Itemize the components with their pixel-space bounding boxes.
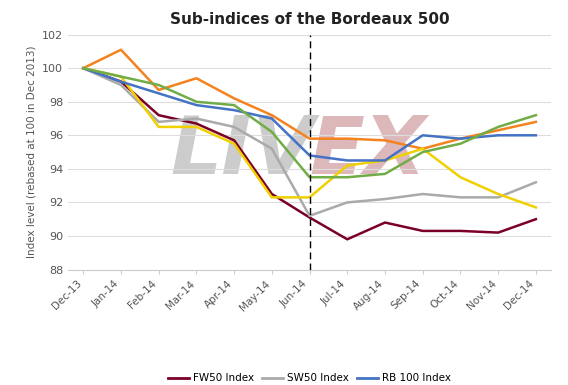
Text: V: V (252, 113, 314, 191)
Title: Sub-indices of the Bordeaux 500: Sub-indices of the Bordeaux 500 (170, 12, 449, 27)
Text: EX: EX (309, 113, 426, 191)
Legend: FW50 Index, RB50 Index, SW50 Index, SA50 Index, RB 100 Index, LB 200 Index: FW50 Index, RB50 Index, SW50 Index, SA50… (168, 373, 452, 385)
Text: LI: LI (170, 113, 252, 191)
Y-axis label: Index level (rebased at 100 in Dec 2013): Index level (rebased at 100 in Dec 2013) (27, 46, 36, 258)
